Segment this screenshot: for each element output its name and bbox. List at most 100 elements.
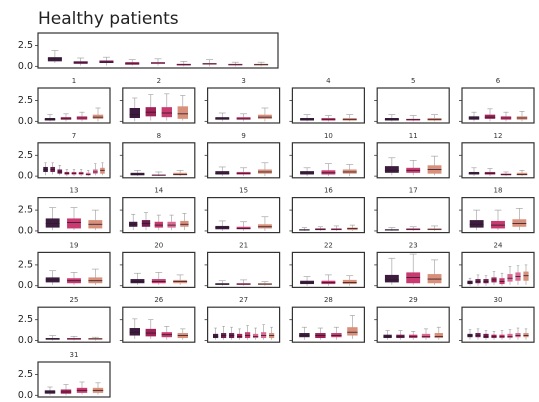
y-tick-label: 0.0 bbox=[18, 390, 33, 401]
box bbox=[321, 118, 336, 121]
box bbox=[44, 118, 56, 121]
box bbox=[93, 169, 98, 174]
panel-title: 4 bbox=[326, 77, 331, 85]
panel-title: 30 bbox=[494, 296, 503, 304]
panel-frame bbox=[122, 142, 196, 179]
box bbox=[130, 279, 145, 284]
y-tick-label: 2.5 bbox=[18, 40, 33, 51]
box bbox=[258, 114, 272, 119]
box bbox=[154, 221, 163, 228]
chart-title: Healthy patients bbox=[38, 9, 179, 29]
box bbox=[475, 279, 481, 284]
panel-title: 22 bbox=[324, 241, 333, 249]
box bbox=[347, 227, 358, 231]
box bbox=[483, 333, 489, 339]
panel-title: 15 bbox=[239, 187, 248, 195]
panel-title: 8 bbox=[157, 132, 161, 140]
panel-title: 9 bbox=[241, 132, 245, 140]
box bbox=[236, 117, 251, 120]
y-tick-label: 0.0 bbox=[18, 116, 33, 127]
box bbox=[468, 171, 480, 175]
panel-frame bbox=[207, 197, 281, 234]
box bbox=[151, 279, 166, 284]
panel-title: 19 bbox=[70, 241, 79, 249]
panel-frame bbox=[291, 197, 365, 234]
y-tick-label: 2.5 bbox=[18, 150, 33, 161]
panel-frame bbox=[207, 142, 281, 179]
box bbox=[300, 118, 314, 121]
box bbox=[129, 328, 140, 336]
panel-title: 17 bbox=[409, 187, 418, 195]
panel-frame bbox=[291, 142, 365, 179]
box bbox=[434, 333, 443, 339]
panel-frame bbox=[376, 306, 450, 343]
y-tick-label: 2.5 bbox=[18, 95, 33, 106]
panel-title: 24 bbox=[494, 241, 503, 249]
panel-frame bbox=[207, 251, 281, 288]
panel-title: 18 bbox=[494, 187, 503, 195]
y-tick-label: 0.0 bbox=[18, 335, 33, 346]
panel-title: 11 bbox=[409, 132, 418, 140]
panel-frame bbox=[376, 87, 450, 124]
panel-frame bbox=[291, 306, 365, 343]
box bbox=[299, 229, 310, 231]
box bbox=[215, 171, 230, 175]
y-tick-label: 2.5 bbox=[18, 314, 33, 325]
box bbox=[57, 169, 63, 174]
box bbox=[321, 170, 336, 175]
panel-frame bbox=[37, 32, 279, 69]
box bbox=[60, 117, 72, 120]
box bbox=[73, 61, 88, 64]
box bbox=[406, 272, 421, 284]
panel-title: 21 bbox=[239, 241, 248, 249]
box bbox=[331, 333, 342, 338]
panel-frame bbox=[37, 142, 111, 179]
panel-frame bbox=[291, 87, 365, 124]
box bbox=[483, 279, 489, 284]
panel-title: 6 bbox=[496, 77, 501, 85]
box bbox=[507, 274, 513, 282]
box bbox=[499, 278, 505, 285]
box bbox=[261, 332, 267, 339]
box bbox=[253, 333, 259, 339]
box bbox=[475, 333, 481, 338]
box bbox=[60, 389, 72, 394]
box bbox=[45, 218, 60, 228]
y-tick-label: 2.5 bbox=[18, 205, 33, 216]
panel-title: 13 bbox=[70, 187, 79, 195]
panel-title: 31 bbox=[70, 351, 79, 359]
box bbox=[347, 327, 358, 336]
box bbox=[384, 166, 399, 173]
panel-frame bbox=[122, 306, 196, 343]
box bbox=[129, 108, 140, 118]
box bbox=[258, 169, 272, 174]
box bbox=[100, 167, 105, 174]
panel-frame bbox=[37, 361, 111, 398]
box bbox=[236, 171, 251, 175]
panel-frame bbox=[122, 197, 196, 234]
box bbox=[384, 118, 399, 121]
panel-frame bbox=[37, 87, 111, 124]
box bbox=[99, 60, 114, 63]
box bbox=[427, 274, 442, 284]
box bbox=[484, 171, 496, 175]
box bbox=[507, 333, 513, 339]
box bbox=[237, 333, 243, 339]
panel-title: 23 bbox=[409, 241, 418, 249]
y-tick-label: 0.0 bbox=[18, 171, 33, 182]
panel-frame bbox=[461, 87, 535, 124]
panel-frame bbox=[376, 251, 450, 288]
panel-title: 3 bbox=[241, 77, 245, 85]
box bbox=[258, 224, 272, 229]
panel-title: 14 bbox=[154, 187, 163, 195]
box bbox=[512, 219, 527, 227]
y-tick-label: 0.0 bbox=[18, 225, 33, 236]
panel-frame bbox=[37, 251, 111, 288]
panel-title: 20 bbox=[154, 241, 163, 249]
panel-title: 12 bbox=[494, 132, 503, 140]
panel-frame bbox=[461, 306, 535, 343]
panel-frame bbox=[207, 306, 281, 343]
panel-title: 5 bbox=[411, 77, 415, 85]
panel-title: 26 bbox=[154, 296, 163, 304]
